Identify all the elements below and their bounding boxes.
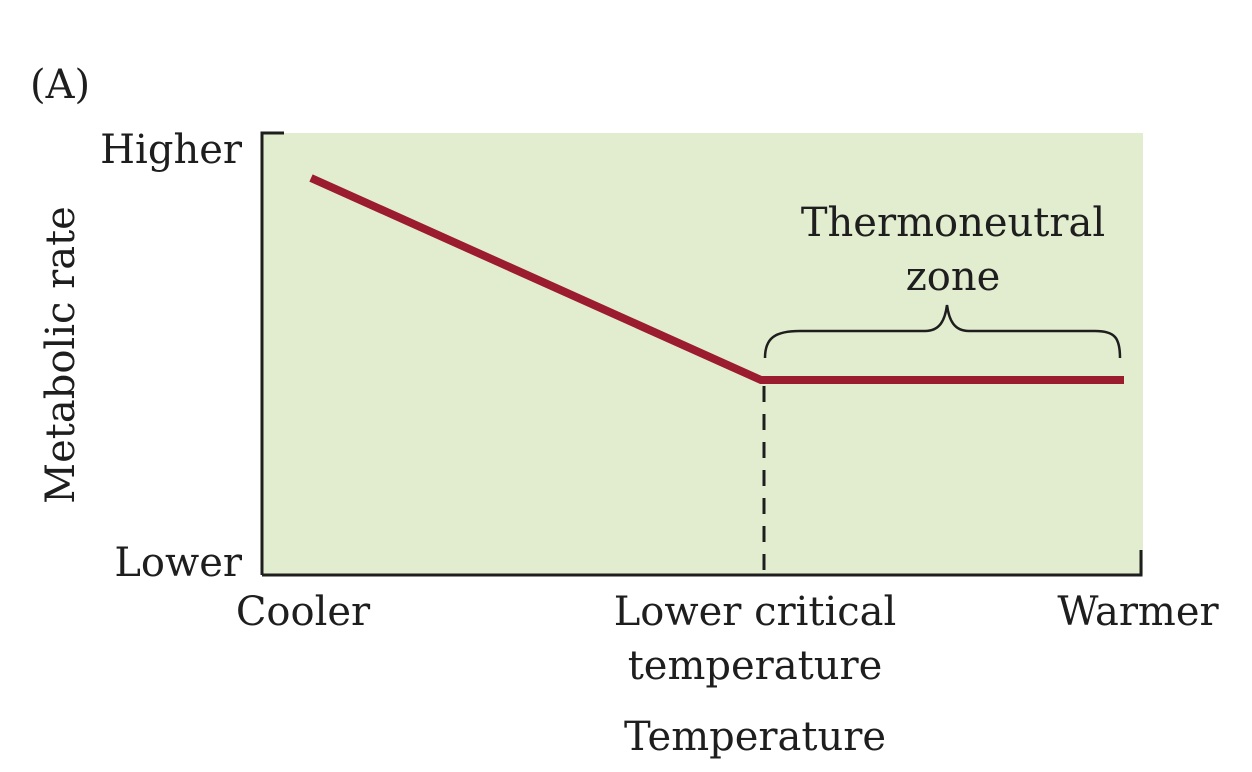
metabolic-rate-line [309,174,1124,384]
x-axis-line [262,550,1143,577]
y-axis-line [260,131,284,575]
x-warmer-label: Warmer [1057,589,1219,635]
x-lower-critical-label-1: Lower critical [614,589,897,635]
x-lower-critical-label-2: temperature [628,643,883,689]
x-axis-title: Temperature [624,714,886,760]
y-high-label: Higher [100,127,243,173]
thermoneutral-brace [763,304,1122,359]
y-low-label: Lower [114,540,243,586]
x-cooler-label: Cooler [236,589,371,635]
y-axis-title: Metabolic rate [38,206,84,504]
thermoneutral-label-1: Thermoneutral [801,200,1105,246]
panel-label: (A) [30,62,91,108]
thermoneutral-label-2: zone [906,254,1001,300]
